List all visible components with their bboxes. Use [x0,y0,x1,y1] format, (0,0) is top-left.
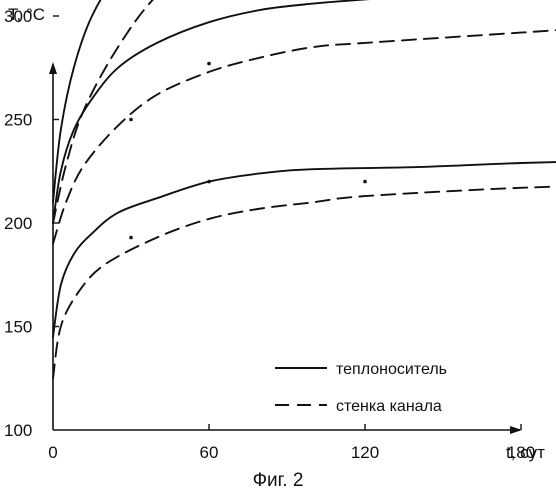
x-tick-label: 180 [507,443,535,462]
x-tick-label: 60 [200,443,219,462]
series-group [53,0,556,378]
x-tick-label: 120 [351,443,379,462]
y-tick-label: 100 [4,421,32,440]
y-axis-arrow [49,62,57,74]
x-tick-label: 0 [48,443,57,462]
y-tick-label: 250 [4,111,32,130]
legend-label-solid: теплоноситель [336,361,447,378]
data-point [363,180,367,184]
curve-1-dashed [53,175,556,378]
legend-label-dashed: стенка канала [336,398,442,415]
figure-caption: Фиг. 2 [0,470,556,492]
data-point [129,118,133,122]
y-tick-label: 150 [4,318,32,337]
legend: теплоноситель стенка канала [275,361,447,415]
x-axis-arrow [510,426,522,434]
curve-1-solid [53,151,556,337]
points-group [129,0,367,239]
data-point [129,236,133,240]
data-point [207,180,211,184]
axes-group: T, °C t, сут [8,5,545,462]
data-point [207,62,211,66]
y-tick-label: 200 [4,214,32,233]
y-tick-label: 300 [4,7,32,26]
ticks-group: 100150200250300350400450060120180240300 [4,0,556,462]
